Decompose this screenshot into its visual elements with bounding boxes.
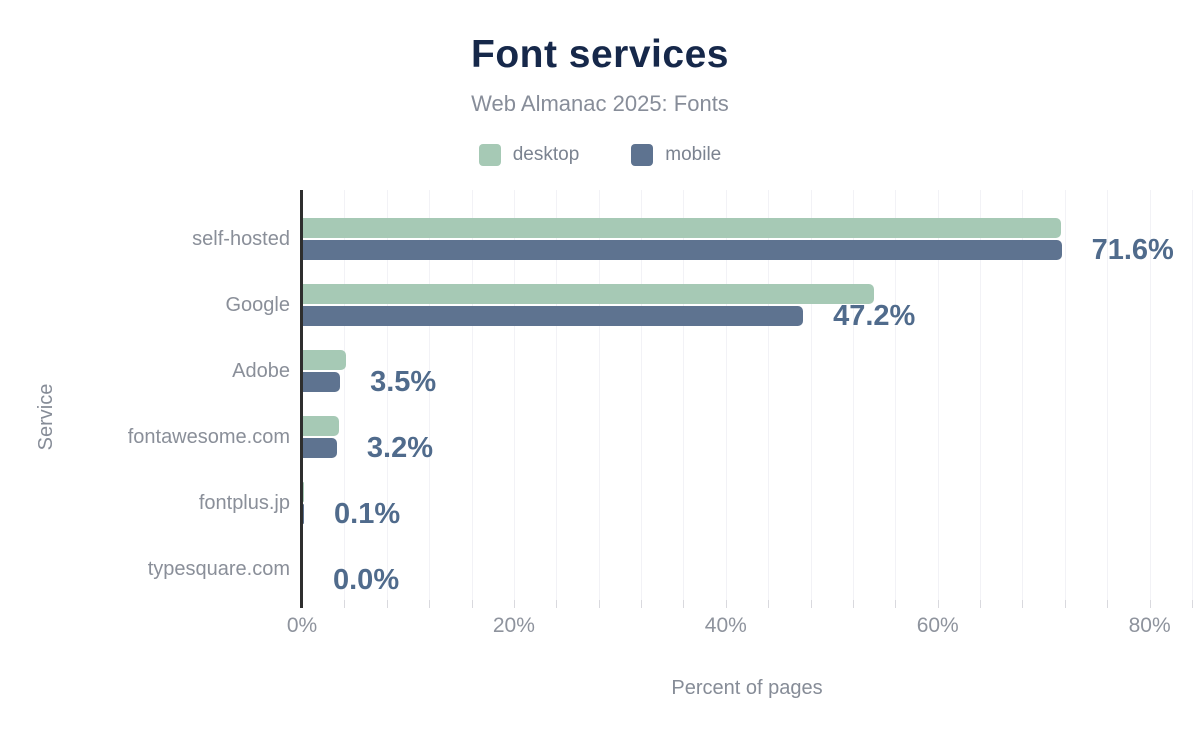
x-tick-label: 0%: [286, 614, 318, 637]
category-label: self-hosted: [192, 228, 290, 250]
axis-tick: [1107, 600, 1109, 608]
legend-item-mobile[interactable]: mobile: [631, 144, 721, 166]
axis-tick: [429, 600, 431, 608]
axis-tick: [1192, 600, 1193, 608]
category-label: Adobe: [232, 360, 290, 382]
axis-tick: [768, 600, 770, 608]
bar-mobile[interactable]: [303, 240, 1062, 260]
x-tick-label: 40%: [704, 614, 747, 637]
chart-title: Font services: [471, 33, 729, 76]
gridline: [641, 190, 643, 600]
y-axis-title: Service: [35, 383, 57, 451]
gridline: [937, 190, 939, 600]
axis-tick: [513, 600, 515, 608]
value-label: 71.6%: [1091, 234, 1174, 266]
axis-tick: [1149, 600, 1151, 608]
bar-desktop[interactable]: [303, 482, 305, 502]
gridline: [725, 190, 727, 600]
bar-desktop[interactable]: [303, 218, 1061, 238]
axis-tick: [386, 600, 388, 608]
axis-tick: [471, 600, 473, 608]
axis-tick: [683, 600, 685, 608]
gridline: [429, 190, 431, 600]
legend-item-desktop[interactable]: desktop: [478, 144, 580, 166]
axis-tick: [556, 600, 558, 608]
gridline: [386, 190, 388, 600]
axis-tick: [895, 600, 897, 608]
bar-desktop[interactable]: [303, 284, 875, 304]
gridline: [895, 190, 897, 600]
axis-tick: [937, 600, 939, 608]
bar-desktop[interactable]: [303, 350, 347, 370]
bar-mobile[interactable]: [303, 504, 305, 524]
category-label: typesquare.com: [147, 558, 290, 580]
axis-tick: [641, 600, 643, 608]
bar-mobile[interactable]: [303, 438, 337, 458]
legend-label-mobile: mobile: [665, 144, 722, 165]
gridline: [1149, 190, 1151, 600]
axis-tick: [810, 600, 812, 608]
gridline: [683, 190, 685, 600]
value-label: 3.5%: [370, 366, 437, 398]
gridline: [471, 190, 473, 600]
gridline: [598, 190, 600, 600]
value-label: 47.2%: [833, 300, 916, 332]
value-label: 0.0%: [333, 564, 400, 596]
gridline: [1107, 190, 1109, 600]
value-label: 0.1%: [334, 498, 401, 530]
legend-label-desktop: desktop: [512, 144, 580, 165]
gridline: [513, 190, 515, 600]
axis-tick: [598, 600, 600, 608]
gridline: [344, 190, 346, 600]
gridline: [980, 190, 982, 600]
axis-tick: [1064, 600, 1066, 608]
axis-tick: [852, 600, 854, 608]
y-axis-line: [300, 190, 303, 608]
axis-tick: [344, 600, 346, 608]
gridline: [1022, 190, 1024, 600]
category-label: fontplus.jp: [198, 492, 290, 514]
axis-tick: [980, 600, 982, 608]
chart-subtitle: Web Almanac 2025: Fonts: [471, 91, 729, 116]
value-label: 3.2%: [366, 432, 433, 464]
gridline: [1064, 190, 1066, 600]
category-label: fontawesome.com: [127, 426, 290, 448]
axis-tick: [1022, 600, 1024, 608]
desktop-swatch-icon: [478, 144, 501, 166]
bar-mobile[interactable]: [303, 372, 341, 392]
mobile-swatch-icon: [631, 144, 654, 166]
gridline: [810, 190, 812, 600]
bar-mobile[interactable]: [303, 306, 804, 326]
gridline: [768, 190, 770, 600]
x-tick-label: 60%: [916, 614, 959, 637]
legend: desktop mobile: [0, 144, 1200, 166]
x-tick-label: 80%: [1128, 614, 1171, 637]
gridline: [852, 190, 854, 600]
category-label: Google: [225, 294, 291, 316]
gridline: [1192, 190, 1193, 600]
x-axis-title: Percent of pages: [671, 677, 823, 699]
bar-desktop[interactable]: [303, 416, 340, 436]
x-tick-label: 20%: [492, 614, 535, 637]
gridline: [556, 190, 558, 600]
axis-tick: [725, 600, 727, 608]
